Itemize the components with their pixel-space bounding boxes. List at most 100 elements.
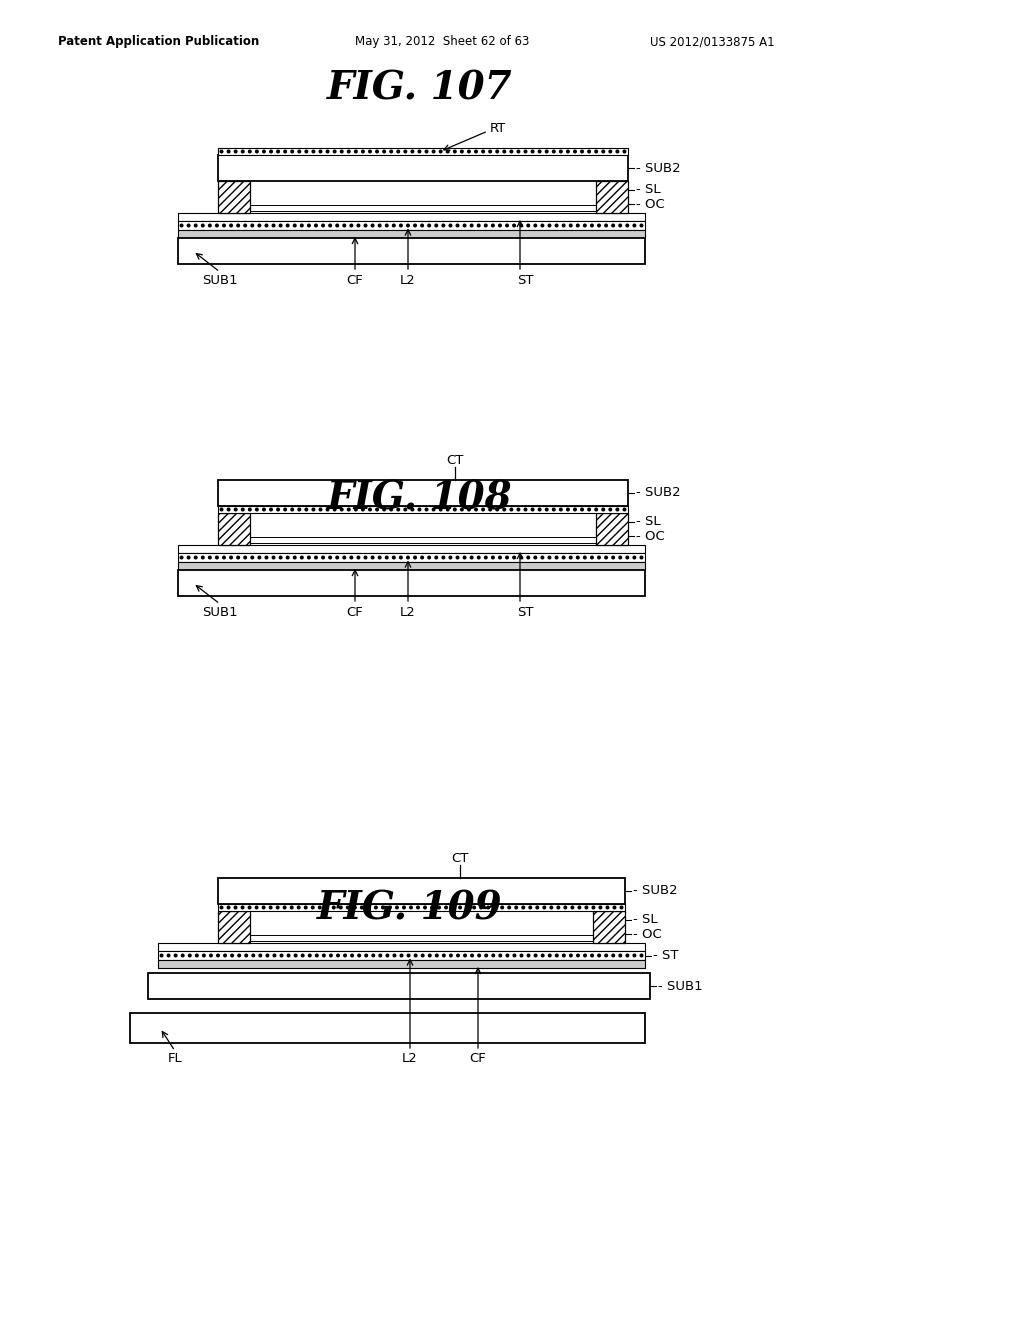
Circle shape [584,224,586,227]
Circle shape [337,954,339,957]
Circle shape [229,224,232,227]
Circle shape [496,150,499,153]
Circle shape [527,954,529,957]
Circle shape [329,556,332,558]
Text: CT: CT [446,454,464,466]
Circle shape [557,907,560,908]
Circle shape [195,556,197,558]
Circle shape [425,150,428,153]
Circle shape [598,224,600,227]
Circle shape [457,954,459,957]
Circle shape [421,954,424,957]
Circle shape [386,954,389,957]
Text: - SUB2: - SUB2 [636,487,681,499]
Circle shape [340,907,342,908]
Circle shape [569,954,572,957]
Text: Patent Application Publication: Patent Application Publication [58,36,259,49]
Circle shape [546,150,548,153]
Circle shape [566,150,569,153]
Circle shape [288,954,290,957]
Circle shape [390,150,392,153]
Bar [218,154,628,181]
Circle shape [346,907,349,908]
Circle shape [315,954,318,957]
Circle shape [312,508,314,511]
Circle shape [298,150,301,153]
Text: L2: L2 [402,1052,418,1065]
Circle shape [499,556,501,558]
Bar [218,904,625,911]
Circle shape [237,556,240,558]
Circle shape [477,224,480,227]
Circle shape [450,556,452,558]
Circle shape [305,508,307,511]
Circle shape [340,150,343,153]
Circle shape [499,224,501,227]
Circle shape [492,954,495,957]
Circle shape [307,556,310,558]
Circle shape [468,150,470,153]
Circle shape [256,150,258,153]
Circle shape [222,556,225,558]
Circle shape [343,224,345,227]
Text: CF: CF [470,1052,486,1065]
Bar [178,545,645,553]
Bar [148,973,650,999]
Circle shape [180,224,183,227]
Circle shape [602,150,604,153]
Circle shape [410,907,413,908]
Circle shape [357,224,359,227]
Circle shape [350,224,352,227]
Circle shape [503,150,506,153]
Circle shape [234,150,237,153]
Circle shape [598,556,600,558]
Circle shape [470,556,473,558]
Circle shape [591,556,593,558]
Circle shape [439,150,442,153]
Circle shape [319,508,322,511]
Circle shape [488,150,492,153]
Circle shape [564,907,566,908]
Circle shape [216,224,218,227]
Circle shape [203,954,205,957]
Circle shape [480,907,482,908]
Circle shape [535,556,537,558]
Circle shape [475,150,477,153]
Circle shape [291,508,294,511]
Circle shape [180,556,183,558]
Circle shape [408,954,410,957]
Circle shape [591,224,593,227]
Circle shape [220,150,223,153]
Circle shape [452,907,455,908]
Circle shape [354,508,357,511]
Text: - OC: - OC [636,198,665,210]
Circle shape [520,556,522,558]
Circle shape [555,556,558,558]
Circle shape [411,508,414,511]
Circle shape [531,508,534,511]
Circle shape [284,907,286,908]
Bar [158,960,645,968]
Circle shape [612,224,614,227]
Circle shape [435,556,437,558]
Circle shape [265,556,267,558]
Circle shape [446,508,450,511]
Circle shape [369,150,372,153]
Circle shape [244,556,247,558]
Circle shape [291,150,294,153]
Circle shape [508,907,511,908]
Circle shape [496,508,499,511]
Circle shape [305,150,307,153]
Circle shape [581,508,584,511]
Circle shape [351,954,353,957]
Circle shape [463,224,466,227]
Circle shape [566,508,569,511]
Circle shape [273,954,275,957]
Bar [596,181,628,213]
Circle shape [584,556,586,558]
Circle shape [276,508,280,511]
Circle shape [354,150,357,153]
Circle shape [220,907,223,908]
Circle shape [276,150,280,153]
Circle shape [618,224,622,227]
